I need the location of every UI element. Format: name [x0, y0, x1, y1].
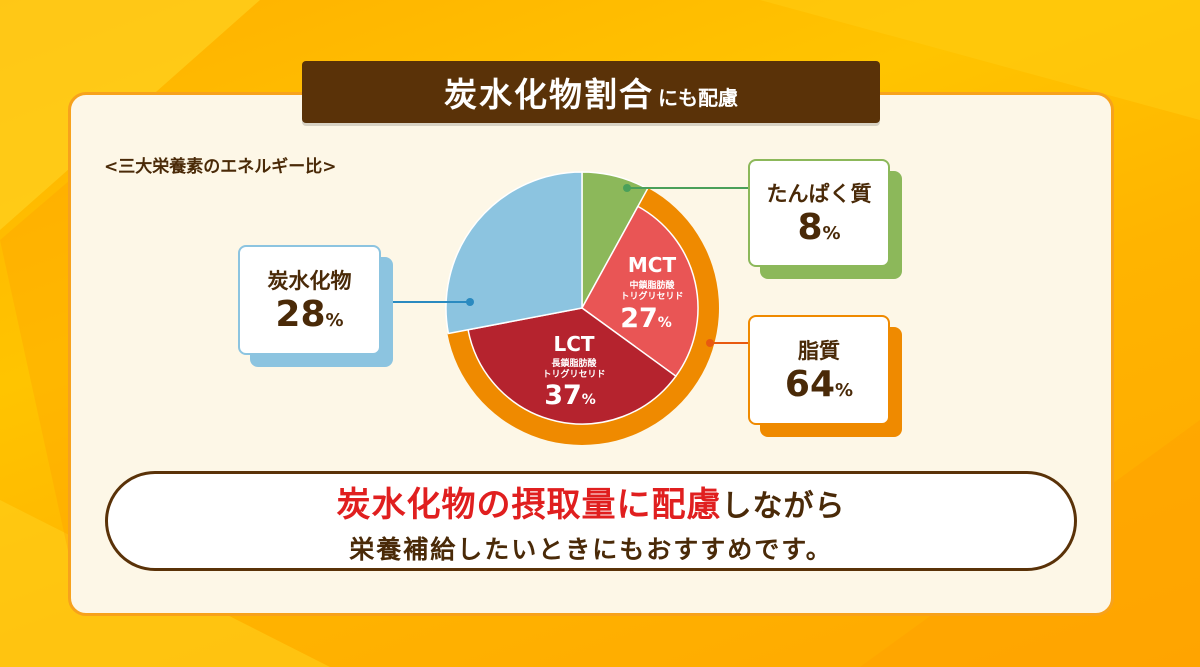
mct-value-number: 27	[620, 303, 658, 334]
leader-line-carbohydrate-dot	[466, 298, 474, 306]
message-box: 炭水化物の摂取量に配慮しながら 栄養補給したいときにもおすすめです。	[105, 471, 1077, 571]
mct-value-unit: %	[658, 315, 672, 331]
callout-fat: 脂質 64%	[748, 315, 902, 437]
lct-detail-line1: 長鎖脂肪酸	[551, 357, 597, 369]
callout-value: 64%	[785, 365, 853, 405]
pie-slice-MCT	[581, 205, 699, 378]
lct-name: LCT	[553, 332, 594, 356]
page-title: 炭水化物割合	[444, 75, 654, 114]
mct-detail-line1: 中鎖脂肪酸	[629, 279, 675, 291]
callout-value-unit: %	[835, 380, 854, 402]
callout-label: 炭水化物	[267, 269, 352, 294]
callout-value-number: 64	[784, 364, 836, 406]
lct-value-number: 37	[544, 380, 582, 411]
lct-detail-line2: トリグリセリド	[542, 368, 605, 380]
callout-value: 28%	[275, 295, 343, 335]
message-highlight: 炭水化物の摂取量に配慮	[336, 484, 722, 525]
mct-detail-line2: トリグリセリド	[620, 290, 683, 302]
chart-title: <三大栄養素のエネルギー比>	[104, 157, 337, 177]
callout-box: 脂質 64%	[748, 315, 890, 425]
callout-box: 炭水化物 28%	[238, 245, 381, 355]
lct-value: 37%	[544, 380, 596, 411]
lct-inner-label: LCT 長鎖脂肪酸 トリグリセリド 37%	[542, 332, 605, 411]
page-title-suffix: にも配慮	[658, 85, 738, 110]
message-line1-rest: しながら	[721, 488, 846, 524]
leader-line-fat-dot	[706, 339, 714, 347]
callout-value-unit: %	[325, 310, 344, 332]
callout-value-number: 8	[797, 207, 823, 249]
callout-carbohydrate: 炭水化物 28%	[238, 245, 393, 367]
title-banner: 炭水化物割合 にも配慮	[302, 61, 880, 123]
pie-slice-LCT	[467, 307, 677, 425]
message-line1: 炭水化物の摂取量に配慮しながら	[337, 477, 846, 526]
message-line2: 栄養補給したいときにもおすすめです。	[349, 534, 833, 564]
callout-protein: たんぱく質 8%	[748, 159, 902, 279]
callout-box: たんぱく質 8%	[748, 159, 890, 267]
mct-inner-label: MCT 中鎖脂肪酸 トリグリセリド 27%	[620, 253, 683, 334]
callout-value-number: 28	[275, 294, 326, 336]
callout-label: 脂質	[798, 339, 840, 364]
pie-slice-炭水化物	[445, 171, 583, 335]
callout-label: たんぱく質	[766, 182, 872, 207]
callout-value: 8%	[797, 208, 840, 248]
leader-line-protein-dot	[623, 184, 631, 192]
mct-value: 27%	[620, 303, 672, 334]
mct-name: MCT	[628, 253, 677, 277]
callout-value-unit: %	[822, 223, 841, 245]
lct-value-unit: %	[582, 392, 596, 408]
